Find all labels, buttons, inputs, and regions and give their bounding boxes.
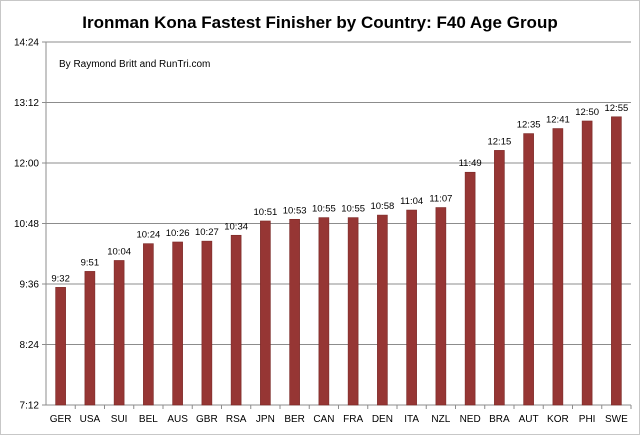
bar-sui — [113, 260, 125, 406]
x-tick-label: JPN — [256, 414, 275, 425]
bar-ger — [55, 287, 66, 406]
x-tick-label: AUS — [167, 414, 188, 425]
bar-ned — [464, 171, 476, 406]
x-tick-label: AUT — [519, 414, 539, 425]
x-tick-label: GER — [50, 414, 72, 425]
x-tick-label: NED — [460, 414, 481, 425]
data-label: 11:07 — [429, 194, 452, 205]
x-tick-label: GBR — [196, 414, 218, 425]
bar-aus — [172, 241, 183, 406]
data-label: 10:58 — [370, 201, 394, 212]
y-tick-label: 14:24 — [14, 38, 39, 49]
data-label: 12:50 — [575, 107, 599, 118]
bar-usa — [84, 271, 96, 406]
bar-swe — [611, 116, 622, 406]
x-tick-label: SUI — [111, 414, 128, 425]
bar-ita — [406, 209, 417, 406]
x-tick-labels: GER USA SUI BEL AUS GBR RSA JPN BER CAN FRA DEN ITA N… — [50, 414, 628, 425]
bar-den — [377, 214, 388, 406]
y-tick-label: 7:12 — [20, 401, 40, 412]
bars — [55, 116, 622, 406]
x-tick-label: KOR — [547, 414, 569, 425]
data-label: 12:41 — [546, 115, 570, 126]
x-tick-label: CAN — [313, 414, 334, 425]
data-label: 10:27 — [195, 227, 219, 238]
bar-bel — [143, 243, 154, 406]
data-label: 10:55 — [312, 204, 336, 215]
chart-title: Ironman Kona Fastest Finisher by Country… — [82, 13, 557, 32]
x-tick-label: NZL — [431, 414, 450, 425]
bar-fra — [347, 217, 359, 406]
bar-phi — [581, 120, 593, 406]
bar-rsa — [230, 234, 242, 406]
data-label: 9:32 — [51, 273, 70, 284]
y-tick-label: 12:00 — [14, 159, 39, 170]
x-tick-label: PHI — [579, 414, 596, 425]
bar-can — [318, 217, 330, 406]
x-tick-label: BER — [284, 414, 305, 425]
y-tick-label: 10:48 — [14, 219, 39, 230]
chart-credit: By Raymond Britt and RunTri.com — [59, 59, 210, 70]
data-label: 10:53 — [283, 205, 307, 216]
data-label: 12:15 — [487, 136, 511, 147]
y-tick-label: 13:12 — [14, 98, 39, 109]
y-tick-label: 9:36 — [20, 280, 40, 291]
x-tick-label: RSA — [226, 414, 247, 425]
y-tick-labels: 7:12 8:24 9:36 10:48 12:00 13:12 14:24 — [14, 38, 39, 412]
y-tick-label: 8:24 — [20, 340, 40, 351]
data-label: 11:49 — [459, 158, 482, 169]
data-label: 10:04 — [107, 246, 131, 257]
axes — [42, 41, 632, 409]
data-label: 10:34 — [224, 221, 248, 232]
data-label: 9:51 — [81, 257, 100, 268]
gridlines — [46, 41, 631, 406]
x-tick-label: USA — [80, 414, 101, 425]
bar-bra — [494, 150, 505, 406]
data-label: 11:04 — [400, 196, 423, 207]
data-labels: 9:32 9:51 10:04 10:24 10:26 10:27 10:34 10:51 10… — [51, 103, 628, 285]
x-tick-label: FRA — [343, 414, 363, 425]
data-label: 12:55 — [604, 103, 628, 114]
data-label: 10:26 — [166, 228, 190, 239]
data-label: 12:35 — [517, 120, 541, 131]
data-label: 10:55 — [341, 204, 365, 215]
x-tick-label: ITA — [404, 414, 419, 425]
bar-kor — [552, 128, 564, 406]
bar-nzl — [435, 207, 447, 406]
x-tick-label: DEN — [372, 414, 393, 425]
x-tick-label: BRA — [489, 414, 510, 425]
data-label: 10:51 — [253, 207, 277, 218]
bar-aut — [523, 133, 534, 406]
bar-gbr — [201, 240, 213, 406]
x-tick-label: BEL — [139, 414, 158, 425]
bar-jpn — [260, 220, 271, 406]
data-label: 10:24 — [136, 230, 160, 241]
bar-ber — [289, 218, 300, 406]
x-tick-label: SWE — [605, 414, 628, 425]
